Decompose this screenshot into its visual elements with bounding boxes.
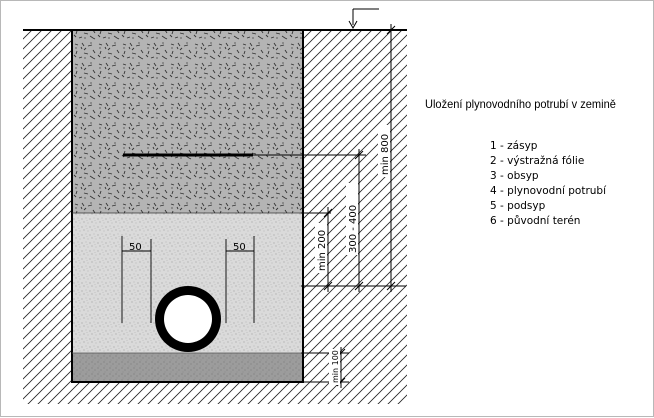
vertical-dimension-lines	[323, 24, 396, 388]
bedding-layer	[72, 353, 303, 382]
label-backing	[378, 125, 390, 177]
min-200-label: min 200	[317, 230, 328, 271]
label-backing	[315, 223, 327, 273]
level-marker-icon	[348, 8, 379, 30]
backfill-layer	[72, 30, 303, 213]
legend-item: 4 - plynovodní potrubí	[490, 185, 607, 197]
right-clearance-label: 50	[233, 242, 246, 253]
trench-outline	[71, 30, 304, 383]
left-clearance-label: 50	[129, 242, 142, 253]
label-backing	[329, 349, 340, 385]
diagram-title: Uložení plynovodního potrubí v zemině	[425, 97, 616, 111]
legend-item: 6 - původní terén	[490, 215, 581, 227]
pipe-clearance-dimensions	[121, 236, 255, 323]
legend: 1 - zásyp 2 - výstražná fólie 3 - obsyp …	[490, 139, 606, 229]
gas-pipe-bore	[164, 295, 212, 343]
legend-item: 3 - obsyp	[490, 170, 539, 182]
min-100-label: min 100	[331, 350, 340, 383]
legend-item: 1 - zásyp	[490, 140, 538, 152]
legend-item: 2 - výstražná fólie	[490, 155, 585, 167]
legend-item: 5 - podsyp	[490, 200, 546, 212]
min-800-label: min 800	[380, 134, 391, 175]
label-backing	[346, 183, 358, 255]
foil-depth-label: 300 - 400	[348, 205, 359, 253]
